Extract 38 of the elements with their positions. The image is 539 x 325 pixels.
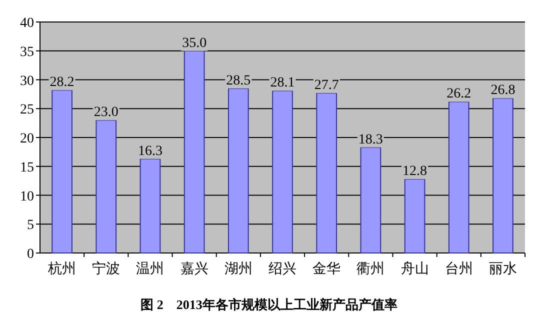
x-tick-label: 衢州 [356,260,385,276]
data-label: 12.8 [402,164,428,180]
y-tick-label: 20 [20,132,34,146]
x-tick-label: 宁波 [92,260,120,276]
data-label: 35.0 [182,36,207,51]
bar [492,98,514,254]
data-label: 28.5 [226,73,251,88]
y-tick-label: 5 [27,218,34,234]
y-tick-label: 35 [20,44,34,60]
x-tick-label: 台州 [444,260,473,276]
y-tick-label: 10 [20,189,34,204]
y-tick-label: 40 [20,16,34,31]
data-label: 26.8 [490,83,516,98]
x-tick-label: 舟山 [400,260,429,276]
data-label: 26.2 [446,86,472,102]
y-tick-label: 25 [20,102,34,118]
bar [448,101,470,254]
bar [140,158,161,254]
bar [184,50,205,254]
bar [316,92,338,254]
x-tick-label: 丽水 [488,260,517,276]
data-label: 23.0 [94,105,118,120]
x-tick-label: 绍兴 [268,260,296,276]
x-tick-label: 杭州 [47,260,76,276]
data-label: 16.3 [138,144,162,159]
bar [404,178,426,254]
data-label: 28.1 [270,76,295,91]
data-label: 28.2 [50,75,74,90]
data-label: 27.7 [314,78,339,94]
x-tick-label: 湖州 [224,260,252,276]
x-tick-label: 嘉兴 [180,260,208,276]
x-tick-label: 温州 [136,260,164,276]
text: 图 2 2013年各市规模以上工业新产品产值率 [140,297,398,312]
data-label: 18.3 [358,132,383,148]
x-tick-label: 金华 [312,260,341,276]
y-tick-label: 0 [27,247,34,262]
y-tick-label: 15 [20,160,34,176]
y-tick-label: 30 [20,74,34,89]
